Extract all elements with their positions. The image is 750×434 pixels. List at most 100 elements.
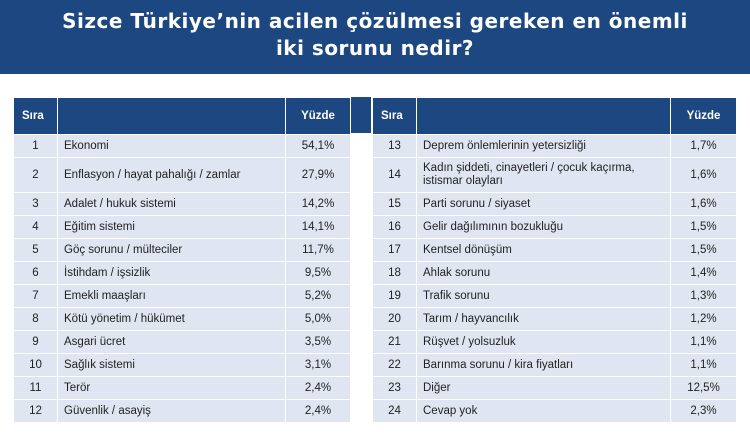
table-row: 24 Cevap yok 2,3% <box>372 399 737 423</box>
title-line-2: iki sorunu nedir? <box>275 36 475 60</box>
rank-cell: 9 <box>13 330 58 354</box>
table-row: 6 İstihdam / işsizlik 9,5% <box>13 261 351 285</box>
table-row: 9 Asgari ücret 3,5% <box>13 330 351 354</box>
percent-cell: 1,1% <box>670 353 737 377</box>
table-divider <box>351 97 371 133</box>
percent-cell: 1,7% <box>670 134 737 158</box>
item-cell: Deprem önlemlerinin yetersizliği <box>416 134 671 158</box>
rank-cell: 11 <box>13 376 58 400</box>
table-row: 21 Rüşvet / yolsuzluk 1,1% <box>372 330 737 354</box>
table-row: 18 Ahlak sorunu 1,4% <box>372 261 737 285</box>
rank-cell: 15 <box>372 192 417 216</box>
rank-cell: 7 <box>13 284 58 308</box>
item-cell: Asgari ücret <box>57 330 286 354</box>
item-cell: İstihdam / işsizlik <box>57 261 286 285</box>
rank-header: Sıra <box>372 97 417 135</box>
item-header <box>416 97 671 135</box>
table-row: 14 Kadın şiddeti, cinayetleri / çocuk kaç… <box>372 157 737 193</box>
item-cell: Kentsel dönüşüm <box>416 238 671 262</box>
item-cell: Gelir dağılımının bozukluğu <box>416 215 671 239</box>
rank-cell: 1 <box>13 134 58 158</box>
table-row: 11 Terör 2,4% <box>13 376 351 400</box>
rank-cell: 20 <box>372 307 417 331</box>
table-row: 20 Tarım / hayvancılık 1,2% <box>372 307 737 331</box>
table-row: 2 Enflasyon / hayat pahalığı / zamlar 27,9… <box>13 157 351 193</box>
percent-cell: 9,5% <box>285 261 351 285</box>
percent-cell: 1,3% <box>670 284 737 308</box>
rank-cell: 24 <box>372 399 417 423</box>
percent-cell: 2,3% <box>670 399 737 423</box>
percent-cell: 12,5% <box>670 376 737 400</box>
table-row: 23 Diğer 12,5% <box>372 376 737 400</box>
item-cell: Sağlık sistemi <box>57 353 286 377</box>
percent-cell: 27,9% <box>285 157 351 193</box>
percent-cell: 1,5% <box>670 215 737 239</box>
table-row: 12 Güvenlik / asayiş 2,4% <box>13 399 351 423</box>
table-row: 5 Göç sorunu / mülteciler 11,7% <box>13 238 351 262</box>
table-row: 19 Trafik sorunu 1,3% <box>372 284 737 308</box>
item-cell: Tarım / hayvancılık <box>416 307 671 331</box>
percent-header: Yüzde <box>285 97 351 135</box>
table-row: 4 Eğitim sistemi 14,1% <box>13 215 351 239</box>
item-cell: Adalet / hukuk sistemi <box>57 192 286 216</box>
percent-cell: 11,7% <box>285 238 351 262</box>
rank-cell: 8 <box>13 307 58 331</box>
item-header <box>57 97 286 135</box>
rank-cell: 10 <box>13 353 58 377</box>
percent-cell: 2,4% <box>285 399 351 423</box>
rank-cell: 2 <box>13 157 58 193</box>
item-cell: Cevap yok <box>416 399 671 423</box>
percent-cell: 1,1% <box>670 330 737 354</box>
table-row: 7 Emekli maaşları 5,2% <box>13 284 351 308</box>
table-row: 10 Sağlık sistemi 3,1% <box>13 353 351 377</box>
percent-cell: 1,6% <box>670 157 737 193</box>
item-cell: Eğitim sistemi <box>57 215 286 239</box>
rank-cell: 23 <box>372 376 417 400</box>
item-cell: Trafik sorunu <box>416 284 671 308</box>
percent-cell: 14,1% <box>285 215 351 239</box>
rank-cell: 4 <box>13 215 58 239</box>
rank-cell: 22 <box>372 353 417 377</box>
item-cell: Parti sorunu / siyaset <box>416 192 671 216</box>
rank-cell: 17 <box>372 238 417 262</box>
percent-cell: 14,2% <box>285 192 351 216</box>
percent-cell: 3,5% <box>285 330 351 354</box>
percent-cell: 5,0% <box>285 307 351 331</box>
table-row: 22 Barınma sorunu / kira fiyatları 1,1% <box>372 353 737 377</box>
rank-cell: 3 <box>13 192 58 216</box>
rank-cell: 14 <box>372 157 417 193</box>
table-row: 15 Parti sorunu / siyaset 1,6% <box>372 192 737 216</box>
left-table: Sıra Yüzde 1 Ekonomi 54,1% 2 Enflasyon / ha… <box>13 97 351 423</box>
rank-cell: 16 <box>372 215 417 239</box>
percent-cell: 1,4% <box>670 261 737 285</box>
item-cell: Kadın şiddeti, cinayetleri / çocuk kaçır… <box>416 157 671 193</box>
item-cell: Diğer <box>416 376 671 400</box>
rank-cell: 12 <box>13 399 58 423</box>
title-line-1: Sizce Türkiye’nin acilen çözülmesi gerek… <box>62 9 688 33</box>
table-row: 1 Ekonomi 54,1% <box>13 134 351 158</box>
percent-cell: 54,1% <box>285 134 351 158</box>
right-table: Sıra Yüzde 13 Deprem önlemlerinin yetersi… <box>372 97 737 423</box>
table-row: 8 Kötü yönetim / hükümet 5,0% <box>13 307 351 331</box>
rank-cell: 13 <box>372 134 417 158</box>
rank-cell: 19 <box>372 284 417 308</box>
item-cell: Ekonomi <box>57 134 286 158</box>
item-cell: Barınma sorunu / kira fiyatları <box>416 353 671 377</box>
rank-cell: 5 <box>13 238 58 262</box>
item-cell: Göç sorunu / mülteciler <box>57 238 286 262</box>
item-cell: Terör <box>57 376 286 400</box>
title-banner: Sizce Türkiye’nin acilen çözülmesi gerek… <box>0 0 750 74</box>
percent-cell: 1,5% <box>670 238 737 262</box>
table-row: 3 Adalet / hukuk sistemi 14,2% <box>13 192 351 216</box>
item-cell: Enflasyon / hayat pahalığı / zamlar <box>57 157 286 193</box>
item-cell: Rüşvet / yolsuzluk <box>416 330 671 354</box>
item-cell: Emekli maaşları <box>57 284 286 308</box>
item-cell: Ahlak sorunu <box>416 261 671 285</box>
table-row: 16 Gelir dağılımının bozukluğu 1,5% <box>372 215 737 239</box>
rank-cell: 21 <box>372 330 417 354</box>
table-row: 17 Kentsel dönüşüm 1,5% <box>372 238 737 262</box>
percent-cell: 2,4% <box>285 376 351 400</box>
rank-header: Sıra <box>13 97 58 135</box>
item-cell: Güvenlik / asayiş <box>57 399 286 423</box>
item-cell: Kötü yönetim / hükümet <box>57 307 286 331</box>
